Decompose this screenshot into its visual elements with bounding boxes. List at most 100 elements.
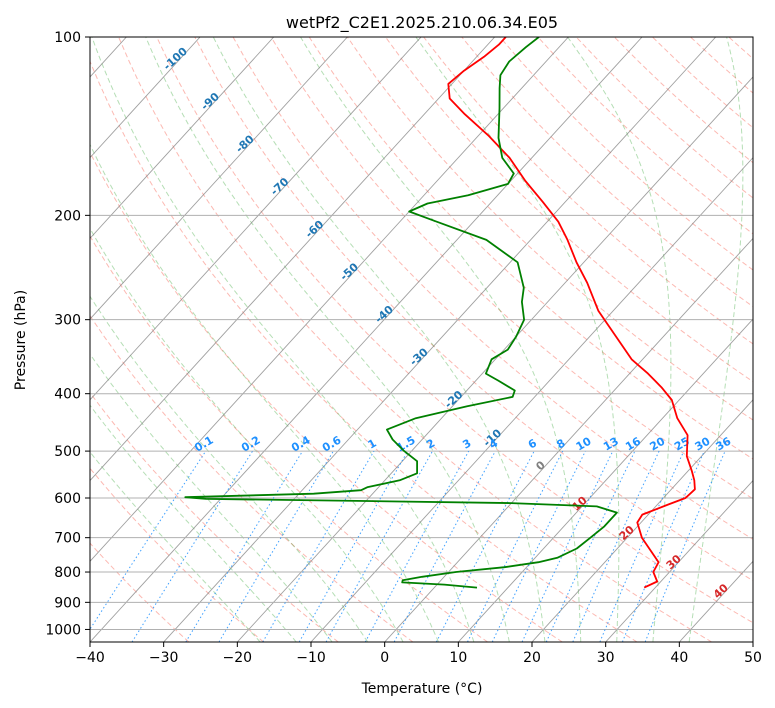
dry-adiabat-line bbox=[232, 37, 753, 540]
isotherm-label: -50 bbox=[338, 260, 362, 283]
dry-adiabat-line bbox=[90, 391, 339, 642]
moist-adiabat-line bbox=[688, 37, 744, 642]
isotherm-line bbox=[531, 399, 753, 642]
isotherm-label: -60 bbox=[303, 218, 327, 241]
chart-title: wetPf2_C2E1.2025.210.06.34.E05 bbox=[286, 13, 558, 33]
dry-adiabat-line bbox=[308, 37, 753, 460]
mixing-ratio-line bbox=[599, 450, 685, 642]
mixing-ratio-line bbox=[644, 450, 726, 642]
mixing-ratio-line bbox=[90, 450, 207, 631]
plot-frame bbox=[89, 36, 754, 643]
x-tick-label: −30 bbox=[149, 650, 179, 666]
isotherm-line bbox=[752, 641, 753, 642]
x-tick-label: 50 bbox=[744, 650, 762, 666]
mixing-ratio-line bbox=[491, 450, 586, 642]
moist-adiabat-line bbox=[90, 353, 333, 642]
moist-adiabat-line bbox=[91, 37, 475, 642]
mixing-ratio-line bbox=[545, 450, 636, 642]
isotherm-line bbox=[310, 156, 753, 642]
dry-adiabat-line bbox=[90, 314, 414, 642]
x-axis-label: Temperature (°C) bbox=[361, 681, 483, 697]
isotherm-label: -90 bbox=[198, 90, 222, 113]
mixing-ratio-label: 2 bbox=[424, 437, 437, 452]
y-tick-label: 700 bbox=[54, 531, 81, 547]
dry-adiabat-line bbox=[728, 37, 753, 60]
isotherm-label: -70 bbox=[268, 175, 292, 198]
dry-adiabat-line bbox=[613, 37, 753, 164]
moist-adiabat-line bbox=[90, 404, 297, 642]
isotherm-line bbox=[384, 237, 753, 642]
dry-adiabat-line bbox=[90, 60, 638, 642]
dry-adiabat-line bbox=[156, 37, 753, 624]
dry-adiabat-line bbox=[767, 37, 775, 642]
mixing-ratio-line bbox=[467, 450, 564, 642]
moist-adiabat-line bbox=[90, 143, 439, 642]
dry-adiabat-line bbox=[652, 37, 753, 129]
isotherm-label: 40 bbox=[711, 581, 731, 601]
moist-adiabat-line bbox=[212, 37, 546, 642]
moist-adiabat-line bbox=[90, 451, 261, 642]
x-tick-label: −20 bbox=[223, 650, 253, 666]
isotherm-line bbox=[90, 37, 201, 159]
mixing-ratio-line bbox=[131, 450, 254, 642]
temperature-profile-line bbox=[447, 37, 696, 589]
mixing-ratio-label: 3 bbox=[460, 437, 473, 452]
mixing-ratio-line bbox=[364, 450, 470, 642]
mixing-ratio-line bbox=[393, 450, 496, 642]
y-tick-label: 500 bbox=[54, 444, 81, 460]
dry-adiabat-line bbox=[90, 467, 264, 642]
y-tick-label: 1000 bbox=[45, 622, 81, 638]
isotherm-line bbox=[163, 37, 717, 642]
x-tick-label: 0 bbox=[380, 650, 389, 666]
moist-adiabat-line bbox=[415, 37, 620, 642]
x-tick-label: 40 bbox=[670, 650, 688, 666]
dry-adiabat-line bbox=[90, 151, 563, 642]
mixing-ratio-line bbox=[185, 450, 304, 642]
x-tick-label: 20 bbox=[523, 650, 541, 666]
isotherm-line bbox=[458, 318, 753, 642]
y-tick-label: 800 bbox=[54, 565, 81, 581]
isotherm-label: -100 bbox=[161, 45, 190, 73]
dry-adiabat-line bbox=[385, 37, 753, 383]
y-tick-label: 100 bbox=[54, 30, 81, 46]
x-tick-label: −40 bbox=[75, 650, 105, 666]
moist-adiabat-line bbox=[300, 37, 582, 642]
moist-adiabat-line bbox=[90, 227, 404, 642]
y-tick-label: 200 bbox=[54, 208, 81, 224]
moist-adiabat-line bbox=[90, 295, 369, 642]
mixing-ratio-label: 6 bbox=[526, 436, 539, 451]
y-tick-label: 400 bbox=[54, 387, 81, 403]
isotherm-line bbox=[605, 479, 753, 642]
isotherm-line bbox=[90, 37, 496, 482]
y-tick-label: 300 bbox=[54, 313, 81, 329]
isotherm-line bbox=[237, 76, 753, 642]
isotherm-line bbox=[90, 37, 643, 642]
isotherm-label: 10 bbox=[570, 494, 590, 514]
x-tick-label: −10 bbox=[296, 650, 326, 666]
dry-adiabat-line bbox=[575, 37, 753, 199]
isotherm-line bbox=[90, 37, 275, 240]
x-tick-label: 10 bbox=[449, 650, 467, 666]
isotherm-line bbox=[90, 37, 569, 562]
isotherm-label: 30 bbox=[664, 552, 684, 572]
y-axis-label: Pressure (hPa) bbox=[13, 290, 29, 390]
isotherm-line bbox=[90, 37, 348, 320]
mixing-ratio-line bbox=[572, 450, 660, 642]
dry-adiabat-line bbox=[270, 37, 753, 500]
dry-adiabat-line bbox=[537, 37, 753, 235]
dry-adiabat-line bbox=[118, 37, 712, 642]
y-tick-label: 900 bbox=[54, 595, 81, 611]
dry-adiabat-line bbox=[194, 37, 753, 582]
isotherm-label: -80 bbox=[233, 132, 257, 155]
dry-adiabat-line bbox=[423, 37, 753, 345]
isotherm-line bbox=[90, 37, 422, 401]
moist-adiabat-line bbox=[567, 37, 672, 642]
isotherm-label: -30 bbox=[407, 345, 431, 368]
mixing-ratio-line bbox=[325, 450, 433, 642]
x-tick-label: 30 bbox=[597, 650, 615, 666]
mixing-ratio-line bbox=[218, 450, 334, 642]
mixing-ratio-line bbox=[621, 450, 705, 642]
mixing-ratio-line bbox=[262, 450, 375, 642]
y-tick-label: 600 bbox=[54, 491, 81, 507]
